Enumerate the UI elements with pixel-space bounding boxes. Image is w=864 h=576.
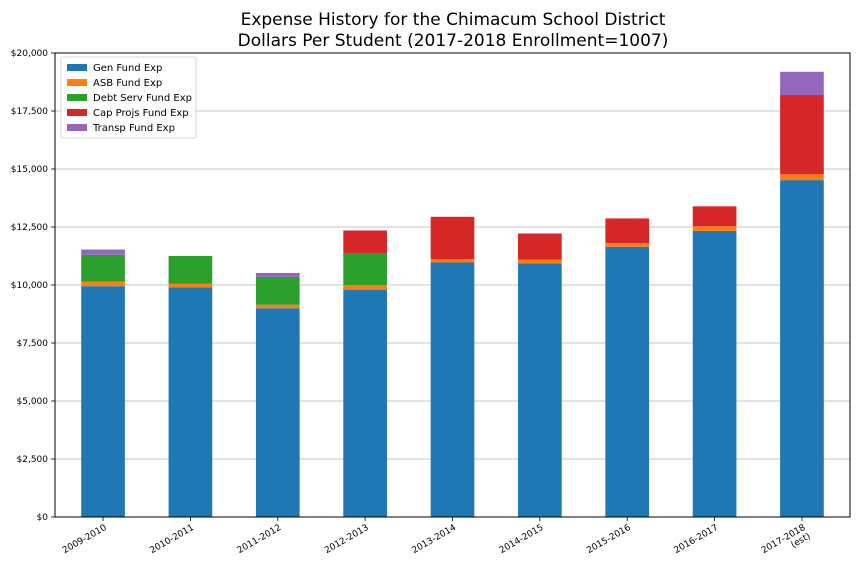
bar-segment bbox=[518, 263, 562, 517]
bar-segment bbox=[255, 272, 300, 277]
bar-segment bbox=[692, 226, 737, 231]
bar-segment bbox=[168, 256, 213, 284]
legend-swatch bbox=[67, 94, 87, 101]
legend-swatch bbox=[67, 64, 87, 71]
bar-segment bbox=[518, 259, 562, 264]
x-tick-label: 2012-2013 bbox=[323, 523, 370, 556]
bar-segment bbox=[430, 216, 475, 260]
x-tick-label: 2017-2018(est) bbox=[760, 523, 812, 556]
bar-segment bbox=[168, 283, 213, 288]
bar-segment bbox=[255, 304, 300, 309]
x-tick-label: 2013-2014 bbox=[411, 523, 459, 556]
y-tick-label: $10,000 bbox=[11, 281, 48, 291]
bar-segment bbox=[430, 262, 475, 517]
bar-segment bbox=[343, 285, 387, 290]
bar-segment bbox=[343, 253, 387, 285]
bar-segment bbox=[780, 94, 824, 175]
y-tick-label: $15,000 bbox=[11, 165, 48, 175]
stacked-bars bbox=[81, 71, 824, 518]
bar-segment bbox=[605, 243, 650, 247]
bar-segment bbox=[81, 286, 125, 517]
bar-segment bbox=[692, 206, 737, 227]
bar-segment bbox=[168, 287, 213, 517]
x-axis: 2009-2010 2010-2011 2011-2012 2012-2013 2013… bbox=[61, 517, 812, 556]
x-tick-label: 2016-2017 bbox=[673, 523, 720, 556]
x-tick-label-line: 2014-2015 bbox=[498, 523, 545, 556]
y-tick-label: $0 bbox=[37, 513, 49, 523]
x-tick-label-line: 2015-2016 bbox=[585, 523, 633, 556]
bar-segment bbox=[343, 289, 387, 517]
legend-box bbox=[60, 56, 197, 139]
bar-segment bbox=[255, 308, 300, 517]
bar-segment bbox=[343, 230, 387, 254]
legend-swatch bbox=[67, 79, 87, 86]
y-axis: $0 $2,500 $5,000 $7,500 $10,000 $12,500 $15,00… bbox=[11, 49, 55, 523]
x-tick-label-line: 2012-2013 bbox=[323, 523, 370, 556]
chart-title-line: Expense History for the Chimacum School … bbox=[241, 10, 666, 30]
y-tick-label: $7,500 bbox=[17, 339, 49, 349]
chart-title: Expense History for the Chimacum School … bbox=[238, 10, 669, 51]
legend-label: Gen Fund Exp bbox=[93, 63, 162, 74]
bar-segment bbox=[255, 276, 300, 305]
y-tick-label: $17,500 bbox=[11, 107, 48, 117]
bar-segment bbox=[780, 71, 824, 95]
bar-segment bbox=[81, 254, 125, 282]
legend-label: Cap Projs Fund Exp bbox=[93, 108, 189, 119]
x-tick-label: 2011-2012 bbox=[236, 523, 283, 556]
legend-label: Debt Serv Fund Exp bbox=[93, 93, 192, 104]
x-tick-label-line: 2013-2014 bbox=[411, 523, 459, 556]
x-tick-label-line: 2010-2011 bbox=[148, 523, 195, 556]
y-tick-label: $12,500 bbox=[11, 223, 48, 233]
legend: Gen Fund Exp ASB Fund Exp Debt Serv Fund E… bbox=[60, 56, 197, 139]
y-tick-label: $2,500 bbox=[17, 455, 49, 465]
bar-segment bbox=[780, 174, 824, 181]
bar-segment bbox=[692, 230, 737, 517]
x-tick-label: 2014-2015 bbox=[498, 523, 545, 556]
chart-subtitle-line: Dollars Per Student (2017-2018 Enrollmen… bbox=[238, 31, 669, 51]
x-tick-label: 2010-2011 bbox=[148, 523, 195, 556]
legend-label: Transp Fund Exp bbox=[92, 123, 175, 134]
bar-segment bbox=[605, 246, 650, 517]
x-tick-label: 2015-2016 bbox=[585, 523, 633, 556]
bar-segment bbox=[430, 259, 475, 263]
bar-segment bbox=[81, 249, 125, 255]
bar-segment bbox=[81, 281, 125, 287]
legend-label: ASB Fund Exp bbox=[93, 78, 162, 89]
x-tick-label-line: 2009-2010 bbox=[61, 523, 109, 556]
x-tick-label-line: 2016-2017 bbox=[673, 523, 720, 556]
x-tick-label: 2009-2010 bbox=[61, 523, 109, 556]
bar-segment bbox=[605, 218, 650, 244]
y-tick-label: $5,000 bbox=[17, 397, 49, 407]
bar-segment bbox=[518, 233, 562, 260]
legend-swatch bbox=[67, 124, 87, 131]
bar-segment bbox=[780, 180, 824, 518]
x-tick-label-line: 2011-2012 bbox=[236, 523, 283, 556]
legend-swatch bbox=[67, 109, 87, 116]
y-tick-label: $20,000 bbox=[11, 49, 48, 59]
